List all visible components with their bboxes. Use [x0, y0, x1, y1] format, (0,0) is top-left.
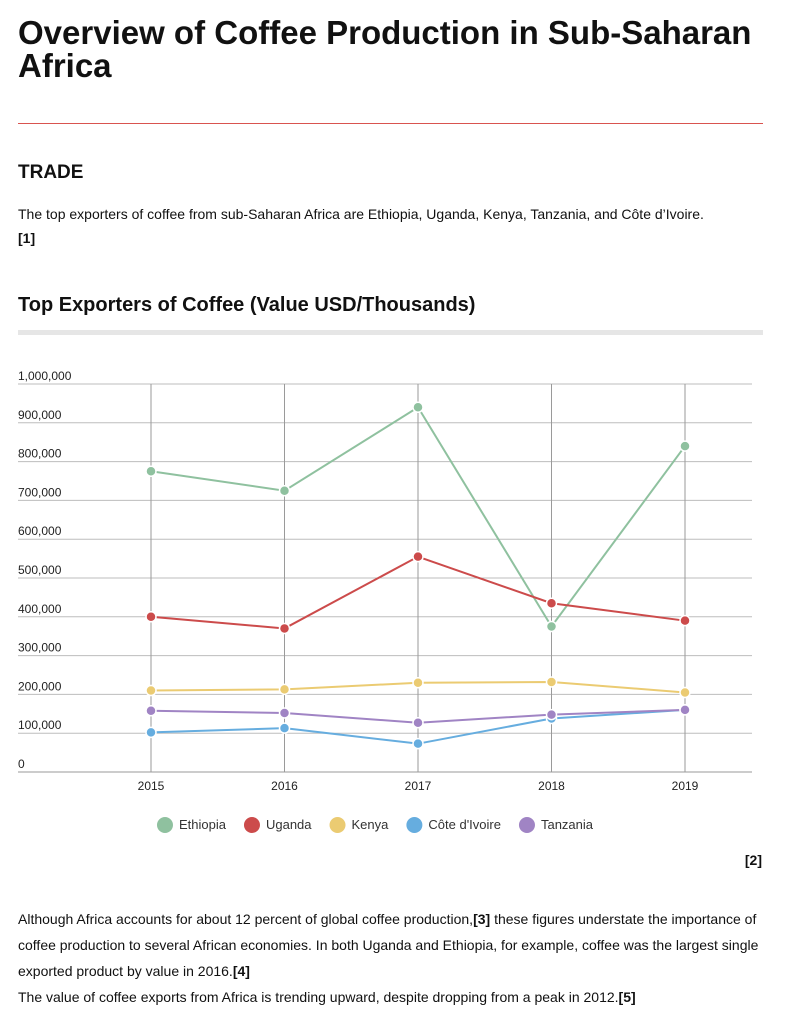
- x-tick-label: 2018: [538, 779, 565, 793]
- trade-paragraph: The top exporters of coffee from sub-Sah…: [18, 202, 763, 250]
- y-tick-label: 700,000: [18, 485, 62, 499]
- trade-text: The top exporters of coffee from sub-Sah…: [18, 206, 704, 222]
- legend-swatch-kenya[interactable]: [329, 817, 346, 833]
- data-point-uganda[interactable]: [145, 611, 157, 623]
- data-point-c-te-d-ivoire[interactable]: [278, 722, 291, 734]
- data-point-uganda[interactable]: [278, 622, 291, 635]
- data-point-kenya[interactable]: [278, 683, 291, 696]
- data-point-c-te-d-ivoire[interactable]: [412, 737, 424, 750]
- data-point-ethiopia[interactable]: [145, 465, 157, 478]
- paragraph-2: The value of coffee exports from Africa …: [18, 984, 768, 1010]
- chart-grid: [18, 383, 752, 773]
- y-tick-label: 500,000: [18, 563, 62, 577]
- x-tick-label: 2017: [405, 779, 432, 793]
- y-tick-label: 0: [18, 757, 25, 771]
- x-tick-label: 2016: [271, 779, 298, 793]
- y-tick-label: 200,000: [18, 679, 62, 693]
- y-tick-label: 900,000: [18, 408, 62, 422]
- y-tick-label: 400,000: [18, 602, 62, 616]
- chart-series: [145, 401, 691, 750]
- page-title: Overview of Coffee Production in Sub-Sah…: [18, 14, 752, 84]
- chart-heading-divider: [18, 330, 763, 335]
- paragraph-1-part-a: Although Africa accounts for about 12 pe…: [18, 911, 474, 927]
- line-chart: 0 100,000 200,000 300,000 400,000 500,000 600,…: [18, 369, 752, 833]
- x-tick-label: 2019: [672, 779, 699, 793]
- y-tick-label: 800,000: [18, 447, 62, 461]
- legend-swatch-uganda[interactable]: [243, 817, 260, 833]
- reference-link-3[interactable]: [3]: [473, 911, 491, 927]
- data-point-uganda[interactable]: [412, 550, 424, 563]
- legend-label-kenya[interactable]: Kenya: [352, 817, 390, 832]
- legend-label-tanzania[interactable]: Tanzania: [541, 817, 594, 832]
- legend-swatch-tanzania[interactable]: [518, 817, 535, 833]
- data-point-tanzania[interactable]: [278, 707, 291, 719]
- data-point-ethiopia[interactable]: [412, 401, 424, 414]
- data-point-tanzania[interactable]: [145, 704, 157, 717]
- paragraph-2-text: The value of coffee exports from Africa …: [18, 989, 619, 1005]
- reference-link-4[interactable]: [4]: [232, 963, 250, 979]
- reference-link-5[interactable]: [5]: [618, 989, 636, 1005]
- legend-swatch-ethiopia[interactable]: [156, 817, 173, 833]
- y-tick-label: 600,000: [18, 524, 62, 538]
- reference-link-1[interactable]: [1]: [18, 230, 36, 246]
- data-point-kenya[interactable]: [679, 686, 691, 699]
- data-point-uganda[interactable]: [545, 597, 558, 609]
- legend-label-ethiopia[interactable]: Ethiopia: [179, 817, 227, 832]
- trade-heading: TRADE: [18, 162, 84, 183]
- data-point-kenya[interactable]: [412, 677, 424, 689]
- data-point-ethiopia[interactable]: [545, 620, 558, 633]
- data-point-kenya[interactable]: [545, 676, 558, 688]
- data-point-c-te-d-ivoire[interactable]: [145, 726, 157, 739]
- data-point-tanzania[interactable]: [679, 704, 691, 716]
- y-tick-label: 300,000: [18, 641, 62, 655]
- chart-heading: Top Exporters of Coffee (Value USD/Thous…: [18, 294, 476, 316]
- reference-link-2[interactable]: [2]: [744, 852, 762, 868]
- data-point-kenya[interactable]: [145, 684, 157, 697]
- y-tick-label: 100,000: [18, 718, 62, 732]
- x-tick-label: 2015: [138, 779, 165, 793]
- data-point-ethiopia[interactable]: [278, 484, 291, 497]
- body-text: Although Africa accounts for about 12 pe…: [18, 906, 768, 1010]
- paragraph-1-part-b: these figures understate the importance …: [18, 911, 759, 979]
- x-axis-ticks: 2015 2016 2017 2018 2019: [138, 779, 699, 793]
- data-point-tanzania[interactable]: [412, 716, 424, 729]
- legend-swatch-c-te-d-ivoire[interactable]: [406, 817, 423, 833]
- y-axis-ticks: 0 100,000 200,000 300,000 400,000 500,000 600,…: [18, 369, 72, 771]
- data-point-uganda[interactable]: [679, 614, 691, 627]
- paragraph-1: Although Africa accounts for about 12 pe…: [18, 906, 768, 984]
- chart-legend: Ethiopia Uganda Kenya Côte d'Ivoire Tanzania: [156, 817, 594, 833]
- data-point-tanzania[interactable]: [545, 708, 558, 721]
- y-tick-label: 1,000,000: [18, 369, 72, 383]
- title-divider: [18, 123, 763, 124]
- legend-label-uganda[interactable]: Uganda: [266, 817, 312, 832]
- data-point-ethiopia[interactable]: [679, 440, 691, 452]
- legend-label-c-te-d-ivoire[interactable]: Côte d'Ivoire: [428, 817, 501, 832]
